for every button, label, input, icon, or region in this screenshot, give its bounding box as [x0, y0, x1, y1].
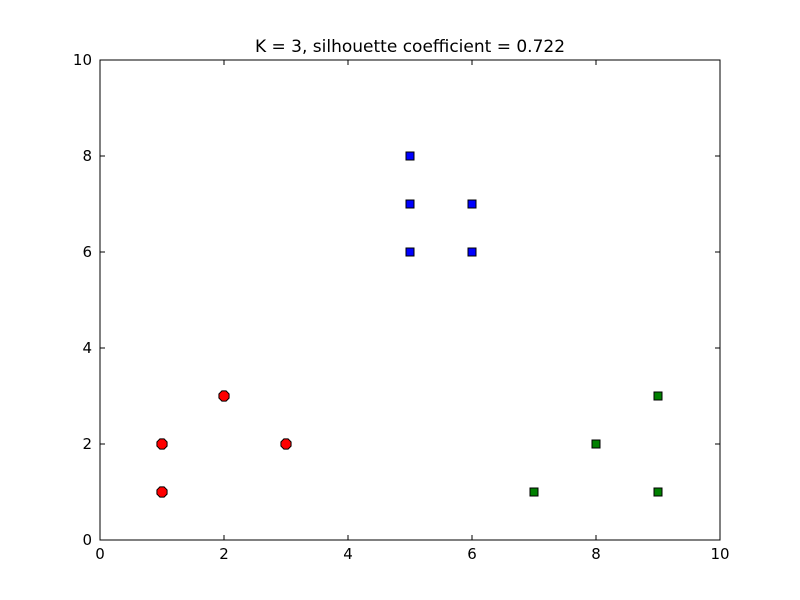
plot-frame	[99, 59, 721, 541]
data-point	[218, 390, 230, 402]
chart-title: K = 3, silhouette coefficient = 0.722	[255, 37, 565, 57]
data-point	[467, 199, 477, 209]
data-point	[280, 438, 292, 450]
data-point	[405, 151, 415, 161]
data-points	[156, 151, 663, 498]
data-point	[653, 487, 663, 497]
data-point	[156, 438, 168, 450]
x-tick-label: 2	[219, 545, 229, 563]
series-cluster-green	[529, 391, 663, 497]
y-tick-label: 2	[82, 435, 92, 453]
data-point	[405, 199, 415, 209]
axis-ticks: 0 2 4 6 8 10 0 2 4 6 8 10	[73, 51, 730, 563]
y-tick-label: 0	[82, 531, 92, 549]
y-tick-label: 6	[82, 243, 92, 261]
data-point	[591, 439, 601, 449]
data-point	[653, 391, 663, 401]
x-tick-label: 10	[710, 545, 729, 563]
data-point	[156, 486, 168, 498]
x-tick-label: 0	[95, 545, 105, 563]
x-tick-label: 4	[343, 545, 353, 563]
series-cluster-blue	[405, 151, 477, 257]
data-point	[467, 247, 477, 257]
x-tick-label: 8	[591, 545, 601, 563]
series-cluster-red	[156, 390, 292, 498]
data-point	[405, 247, 415, 257]
y-tick-label: 8	[82, 147, 92, 165]
data-point	[529, 487, 539, 497]
y-tick-label: 4	[82, 339, 92, 357]
y-tick-label: 10	[73, 51, 92, 69]
x-tick-label: 6	[467, 545, 477, 563]
